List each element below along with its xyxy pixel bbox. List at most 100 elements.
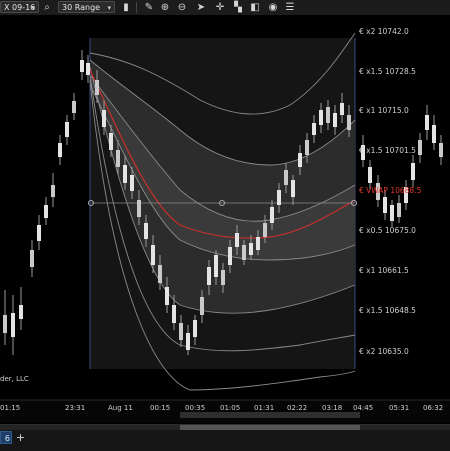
band-line-x2-lower <box>89 79 356 391</box>
horizontal-scrollbar[interactable] <box>0 425 450 430</box>
candle-body <box>418 140 422 155</box>
candle-body <box>383 197 387 213</box>
time-label: 01:31 <box>254 404 274 412</box>
candle-body <box>376 183 380 200</box>
chart-tab[interactable]: 6 <box>0 431 12 444</box>
candle-body <box>193 320 197 337</box>
candle-body <box>19 305 23 319</box>
bar-chart-icon[interactable]: ▮ <box>123 2 129 13</box>
time-label: Aug 11 <box>108 404 133 412</box>
zoom-out-icon[interactable]: ⊖ <box>177 2 187 13</box>
candle-body <box>319 110 323 125</box>
candle-body <box>200 297 204 315</box>
indicator-icon[interactable]: ◉ <box>268 2 278 13</box>
candle-body <box>144 223 148 239</box>
time-label: 05:31 <box>389 404 409 412</box>
candle-body <box>44 205 48 218</box>
watermark-text: der, LLC <box>0 375 29 383</box>
line-anchor-left[interactable] <box>88 200 94 206</box>
time-label: 03:18 <box>322 404 342 412</box>
candle-body <box>221 270 225 285</box>
candle-body <box>390 205 394 221</box>
search-icon[interactable]: ⌕ <box>44 2 50 13</box>
candle-body <box>130 175 134 191</box>
band-line-x0.5-upper <box>89 74 356 222</box>
candle-body <box>368 167 372 183</box>
chart-toolbar: X 09-16 ▾ ⌕ 30 Range ▾ ▮ ✎ ⊕ ⊖ ➤ ✛ ▚ ◧ ◉… <box>0 0 450 16</box>
toolbar-divider <box>136 2 137 13</box>
price-label-x2-lower: € x2 10635.0 <box>359 347 409 356</box>
candle-body <box>411 163 415 180</box>
price-labels: € x2 10742.0 € x1.5 10728.5 € x1 10715.0… <box>359 27 422 356</box>
crosshair-icon[interactable]: ✛ <box>215 2 225 13</box>
candle-body <box>404 187 408 203</box>
pointer-icon[interactable]: ➤ <box>196 2 206 13</box>
candle-body <box>277 190 281 205</box>
time-axis-highlight <box>180 412 360 418</box>
candle-body <box>3 315 7 333</box>
band-lines <box>89 32 356 391</box>
candle-body <box>249 243 253 255</box>
instrument-value: X 09-16 <box>4 3 36 12</box>
band-line-x0.5-lower <box>89 84 356 261</box>
candle-body <box>179 323 183 340</box>
time-label: 00:35 <box>185 404 205 412</box>
bar-type-selector[interactable]: 30 Range ▾ <box>58 1 115 13</box>
candle-body <box>207 267 211 285</box>
drawing-tools-icon[interactable]: ▚ <box>234 2 242 13</box>
candle-body <box>158 265 162 283</box>
price-chart[interactable]: € x2 10742.0 € x1.5 10728.5 € x1 10715.0… <box>0 15 450 423</box>
candle-body <box>263 223 267 237</box>
line-anchor-right[interactable] <box>351 200 357 206</box>
price-label-x2-upper: € x2 10742.0 <box>359 27 409 36</box>
time-label: 04:45 <box>353 404 373 412</box>
candle-body <box>333 113 337 127</box>
band-line-x1-upper <box>89 59 356 166</box>
candle-body <box>109 133 113 150</box>
time-label: 02:22 <box>287 404 307 412</box>
candle-body <box>312 123 316 135</box>
candle-body <box>172 305 176 323</box>
zoom-in-icon[interactable]: ⊕ <box>160 2 170 13</box>
instrument-selector[interactable]: X 09-16 ▾ <box>0 1 39 13</box>
vwap-line <box>89 69 356 239</box>
band-line-x2-upper <box>89 32 356 115</box>
candle-body <box>58 143 62 157</box>
candle-body <box>235 233 239 247</box>
line-anchor-mid[interactable] <box>219 200 225 206</box>
price-label-x1-upper: € x1 10715.0 <box>359 106 409 115</box>
grid-icon[interactable]: ☰ <box>285 2 295 13</box>
add-tab-button[interactable]: + <box>15 431 26 444</box>
candle-body <box>284 170 288 185</box>
candle-body <box>425 115 429 130</box>
candle-body <box>298 153 302 167</box>
vwap-price-label: € VWAP 10688.5 <box>359 186 422 195</box>
pencil-icon[interactable]: ✎ <box>144 2 154 13</box>
candle-body <box>86 63 90 75</box>
candle-body <box>80 60 84 72</box>
time-label: 06:32 <box>423 404 443 412</box>
band-line-x1-lower <box>89 66 356 314</box>
chevron-down-icon: ▾ <box>107 4 111 12</box>
candle-body <box>51 185 55 197</box>
candle-body <box>347 115 351 130</box>
scrollbar-thumb[interactable] <box>180 425 360 430</box>
candle-body <box>37 225 41 241</box>
time-label: 23:31 <box>65 404 85 412</box>
candle-body <box>30 250 34 267</box>
candle-body <box>361 145 365 160</box>
candle-body <box>72 101 76 113</box>
candle-body <box>397 203 401 217</box>
candle-body <box>340 103 344 115</box>
strategy-icon[interactable]: ◧ <box>250 2 260 13</box>
candle-body <box>256 237 260 250</box>
chevron-down-icon: ▾ <box>31 4 35 12</box>
candle-body <box>102 110 106 127</box>
candle-body <box>228 247 232 265</box>
candle-body <box>95 80 99 95</box>
candle-body <box>116 150 120 167</box>
candle-body <box>291 180 295 197</box>
time-label: 00:15 <box>150 404 170 412</box>
candle-body <box>65 122 69 137</box>
core-band-fill <box>90 75 355 260</box>
